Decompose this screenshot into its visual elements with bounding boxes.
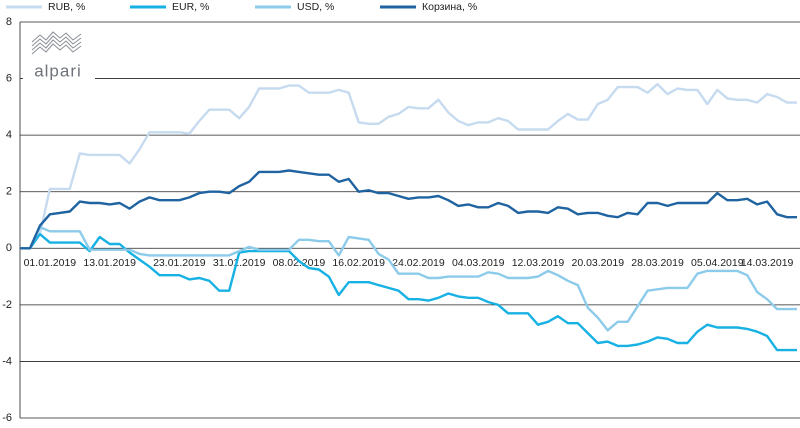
- x-tick-label: 16.02.2019: [332, 257, 385, 269]
- legend-label: Корзина, %: [422, 1, 477, 13]
- y-tick-label: 6: [6, 72, 12, 84]
- logo-mountains: [31, 31, 82, 55]
- logo-background: [23, 26, 95, 86]
- x-tick-label: 12.03.2019: [512, 257, 565, 269]
- series-line: [20, 83, 797, 250]
- y-tick-label: 4: [6, 129, 12, 141]
- legend-label: RUB, %: [48, 1, 85, 13]
- x-tick-label: 14.03.2019: [741, 257, 794, 269]
- x-tick-label: 08.02.2019: [273, 257, 326, 269]
- series-line: [20, 225, 797, 332]
- x-tick-label: 05.04.2019: [691, 257, 744, 269]
- x-tick-label: 01.01.2019: [24, 257, 77, 269]
- y-tick-label: -4: [2, 355, 12, 367]
- x-tick-label: 24.02.2019: [392, 257, 445, 269]
- x-tick-label: 23.01.2019: [153, 257, 206, 269]
- y-tick-label: 8: [6, 16, 12, 28]
- logo: alpari: [23, 26, 95, 86]
- y-tick-label: -6: [2, 412, 12, 424]
- x-tick-label: 04.03.2019: [452, 257, 505, 269]
- x-tick-label: 31.01.2019: [213, 257, 266, 269]
- plot: -6 -4 -2 0 2 4 6 8 01.01.2019 13.01.2019 23.01.201…: [2, 16, 800, 424]
- y-tick-label: -2: [2, 299, 12, 311]
- logo-text: alpari: [34, 61, 82, 80]
- legend-label: EUR, %: [172, 1, 209, 13]
- x-tick-label: 28.03.2019: [631, 257, 684, 269]
- x-tick-label: 20.03.2019: [571, 257, 624, 269]
- y-tick-label: 0: [6, 242, 12, 254]
- y-tick-label: 2: [6, 186, 12, 198]
- series-line: [20, 169, 797, 250]
- legend-label: USD, %: [297, 1, 334, 13]
- series-line: [20, 232, 797, 352]
- x-tick-label: 13.01.2019: [83, 257, 136, 269]
